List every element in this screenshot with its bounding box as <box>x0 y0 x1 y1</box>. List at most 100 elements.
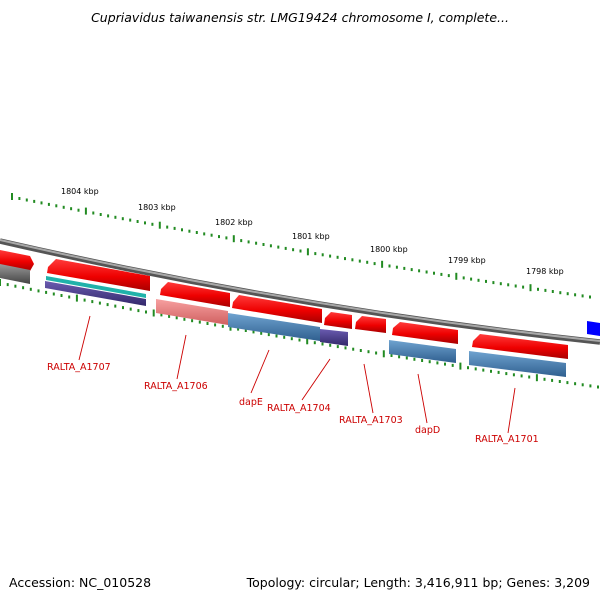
gene-label-dape[interactable]: dapE <box>239 397 263 408</box>
inner-tick <box>122 306 124 310</box>
outer-tick <box>277 245 280 249</box>
outer-tick <box>470 277 473 281</box>
outer-tick <box>203 232 206 236</box>
outer-tick <box>314 252 317 256</box>
outer-tick <box>158 221 161 229</box>
outer-tick <box>92 211 95 215</box>
outer-tick <box>566 292 569 296</box>
outer-tick <box>537 287 539 291</box>
inner-tick <box>91 300 94 304</box>
outer-tick <box>358 259 361 263</box>
scale-label-1802: 1802 kbp <box>215 218 253 227</box>
outer-tick <box>589 295 591 299</box>
outer-tick <box>551 290 554 293</box>
inner-tick <box>283 335 286 339</box>
inner-tick <box>221 324 224 328</box>
outer-tick <box>455 272 458 280</box>
gene-label-ralta-a1707[interactable]: RALTA_A1707 <box>47 362 111 373</box>
inner-tick <box>306 337 309 345</box>
outer-tick <box>299 249 302 253</box>
feature-bar-ralta-a1706-pink[interactable] <box>156 299 228 325</box>
outer-tick <box>166 225 169 229</box>
map-title: Cupriavidus taiwanensis str. LMG19424 ch… <box>91 10 509 25</box>
outer-tick <box>351 258 354 262</box>
outer-tick <box>77 208 80 212</box>
outer-tick <box>292 248 295 252</box>
outer-tick <box>284 246 287 250</box>
feature-bar-ralta-a1701-blue[interactable] <box>469 351 566 377</box>
outer-tick <box>33 199 36 203</box>
inner-tick <box>467 366 469 370</box>
outer-tick <box>447 274 450 278</box>
outer-tick <box>255 241 258 245</box>
inner-tick <box>52 292 55 296</box>
gene-arrow-ralta-a1704[interactable] <box>324 312 352 329</box>
inner-tick <box>352 347 355 351</box>
inner-tick <box>444 362 446 366</box>
outer-tick <box>477 278 480 282</box>
outer-tick <box>366 260 369 264</box>
inner-tick <box>6 283 9 287</box>
feature-bar-ralta-a1704-purple[interactable] <box>320 329 348 346</box>
gene-arrow-dapd[interactable] <box>392 322 458 344</box>
feature-bar-dape-blue[interactable] <box>228 313 320 341</box>
inner-tick <box>45 290 48 294</box>
gene-label-ralta-a1701[interactable]: RALTA_A1701 <box>475 434 539 445</box>
gene-arrow-ralta-a1706[interactable] <box>160 282 230 307</box>
inner-tick <box>558 380 561 383</box>
gene-label-ralta-a1704[interactable]: RALTA_A1704 <box>267 403 331 414</box>
inner-tick <box>83 298 86 302</box>
scale-label-1801: 1801 kbp <box>292 232 330 241</box>
inner-tick <box>37 289 40 293</box>
inner-tick <box>114 304 117 308</box>
inner-tick <box>474 367 477 371</box>
outer-tick <box>218 235 220 239</box>
inner-tick <box>145 310 147 314</box>
gene-label-dapd[interactable]: dapD <box>415 425 440 436</box>
outer-tick <box>225 236 228 240</box>
scale-label-1798: 1798 kbp <box>526 267 564 276</box>
gene-arrow-dape[interactable] <box>232 295 322 323</box>
feature-right-edge-blue[interactable] <box>587 321 600 336</box>
feature-bar-ralta-a1707-cyan[interactable] <box>46 276 146 298</box>
outer-tick <box>306 248 309 256</box>
inner-tick <box>183 317 186 321</box>
inner-tick <box>267 333 270 337</box>
outer-tick <box>381 260 384 268</box>
inner-tick <box>260 331 263 335</box>
inner-tick <box>359 349 362 352</box>
outer-tick <box>395 265 398 269</box>
outer-tick <box>121 217 124 221</box>
inner-tick <box>237 327 240 331</box>
outer-tick <box>329 254 332 258</box>
outer-tick <box>462 276 465 280</box>
inner-tick <box>436 361 439 365</box>
outer-tick <box>262 243 265 246</box>
feature-bar-left-edge-gray[interactable] <box>0 264 30 284</box>
outer-tick <box>18 197 21 200</box>
outer-tick <box>11 193 13 200</box>
inner-tick <box>175 316 178 320</box>
gene-label-ralta-a1706[interactable]: RALTA_A1706 <box>144 381 208 392</box>
gene-arrow-ralta-a1707[interactable] <box>47 259 150 291</box>
inner-tick <box>482 368 485 372</box>
outer-tick <box>499 282 502 286</box>
inner-tick <box>566 381 569 385</box>
gene-arrow-ralta-a1703[interactable] <box>355 316 386 333</box>
inner-tick <box>390 354 393 357</box>
inner-tick <box>206 322 209 325</box>
outer-tick <box>99 213 102 216</box>
feature-bar-ralta-a1707-purple[interactable] <box>45 281 146 306</box>
gene-arrow-ralta-a1701[interactable] <box>472 334 568 359</box>
inner-tick <box>528 375 531 379</box>
feature-bar-dapd-blue[interactable] <box>389 340 456 363</box>
inner-tick <box>14 284 17 288</box>
outer-tick <box>559 291 562 295</box>
scale-label-1803: 1803 kbp <box>138 203 176 212</box>
outer-tick <box>25 198 28 202</box>
gene-label-ralta-a1703[interactable]: RALTA_A1703 <box>339 415 403 426</box>
outer-tick <box>195 231 198 234</box>
inner-tick <box>490 369 492 373</box>
inner-tick <box>543 377 546 381</box>
